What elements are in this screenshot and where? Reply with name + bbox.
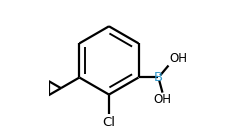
Text: B: B <box>154 71 163 84</box>
Text: OH: OH <box>153 93 172 107</box>
Text: OH: OH <box>169 52 187 65</box>
Text: Cl: Cl <box>102 116 115 129</box>
